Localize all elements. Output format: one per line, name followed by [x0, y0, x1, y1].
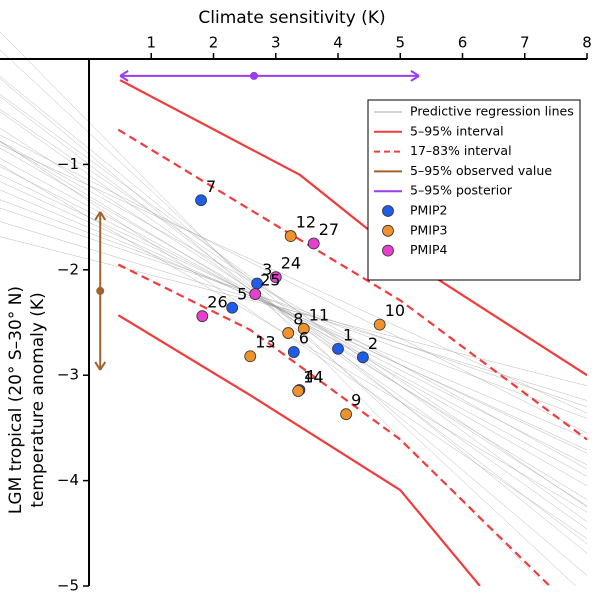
point-label: 8 — [293, 310, 303, 329]
legend-label: 5–95% posterior — [410, 183, 513, 198]
legend-swatch — [382, 244, 394, 257]
regression-line — [0, 109, 587, 508]
point — [195, 194, 207, 207]
x-tick-label: 3 — [271, 34, 281, 52]
legend-box — [367, 99, 581, 281]
x-tick-label: 7 — [520, 34, 530, 52]
x-tick-label: 8 — [582, 34, 592, 52]
regression-line — [0, 141, 587, 500]
y-tick-label: −1 — [57, 155, 79, 173]
point-label: 2 — [368, 334, 378, 353]
point-label: 25 — [260, 271, 280, 290]
regression-line — [0, 96, 587, 545]
x-tick-label: 1 — [146, 34, 156, 52]
point — [357, 351, 369, 364]
interval-curve — [117, 128, 587, 441]
x-tick-label: 6 — [458, 34, 468, 52]
point — [292, 385, 305, 397]
regression-line — [0, 78, 587, 576]
legend-label: PMIP3 — [410, 222, 448, 237]
point — [249, 288, 262, 300]
y-tick-label: −2 — [57, 260, 79, 278]
point — [287, 346, 300, 358]
point — [282, 327, 295, 339]
point — [332, 342, 344, 355]
point-label: 13 — [255, 333, 275, 352]
legend-label: Predictive regression lines — [410, 104, 574, 119]
point-label: 11 — [309, 305, 329, 324]
point-label: 9 — [351, 391, 361, 410]
x-axis-label: Climate sensitivity (K) — [198, 8, 385, 28]
point-label: 27 — [319, 220, 339, 239]
y-axis-label: temperature anomaly (K) — [28, 292, 48, 507]
point-label: 26 — [207, 293, 227, 312]
y-tick-label: −5 — [57, 577, 79, 595]
arrow-head — [410, 70, 420, 82]
y-tick-label: −4 — [57, 471, 79, 489]
legend-swatch — [382, 224, 394, 237]
point — [244, 350, 257, 363]
regression-line — [0, 140, 587, 539]
regression-line — [0, 31, 546, 586]
regression-line — [0, 76, 587, 554]
point-label: 10 — [385, 301, 405, 320]
point-label: 1 — [343, 325, 353, 344]
point-label: 3 — [262, 260, 272, 279]
legend-label: 5–95% observed value — [410, 163, 552, 178]
point — [307, 237, 320, 250]
y-tick-label: −3 — [57, 366, 79, 384]
regression-line — [0, 189, 587, 439]
point-label: 4 — [304, 366, 314, 385]
x-tick-label: 2 — [209, 34, 219, 52]
regression-line — [0, 128, 587, 507]
interval-curve — [117, 263, 551, 586]
x-tick-label: 5 — [395, 34, 405, 52]
y-axis-label: LGM tropical (20° S–30° N) — [6, 286, 26, 514]
point-label: 24 — [281, 254, 301, 273]
point — [226, 301, 239, 314]
posterior-mid — [249, 71, 258, 80]
regression-line — [0, 207, 587, 408]
point-label: 14 — [303, 368, 323, 387]
regression-line — [0, 134, 587, 434]
regression-line — [0, 199, 587, 419]
interval-curve — [117, 314, 481, 586]
plot-area — [0, 31, 587, 586]
regression-line — [0, 140, 587, 470]
point-label: 12 — [296, 213, 316, 232]
legend-label: PMIP4 — [410, 242, 448, 257]
regression-line — [0, 49, 577, 586]
legend-swatch — [382, 205, 394, 217]
regression-line — [0, 144, 587, 414]
interval-curve — [119, 79, 587, 377]
legend-label: 17–83% interval — [410, 143, 512, 158]
arrow-head — [94, 361, 107, 371]
regression-line — [0, 221, 587, 401]
x-tick-label: 4 — [333, 34, 343, 52]
regression-line — [0, 158, 587, 477]
point — [340, 408, 352, 421]
regression-line — [0, 181, 587, 451]
point-label: 7 — [206, 177, 216, 196]
legend-label: 5–95% interval — [410, 123, 504, 138]
point — [284, 230, 297, 242]
point — [297, 322, 310, 335]
observed-mid — [96, 286, 105, 295]
point — [196, 310, 209, 323]
legend-label: PMIP2 — [410, 203, 448, 218]
point — [373, 318, 386, 331]
regression-line — [0, 164, 587, 513]
point-label: 5 — [237, 284, 247, 303]
arrow-head — [94, 211, 107, 221]
point — [269, 271, 282, 284]
point-label: 6 — [299, 329, 309, 348]
arrow-head — [119, 70, 129, 82]
